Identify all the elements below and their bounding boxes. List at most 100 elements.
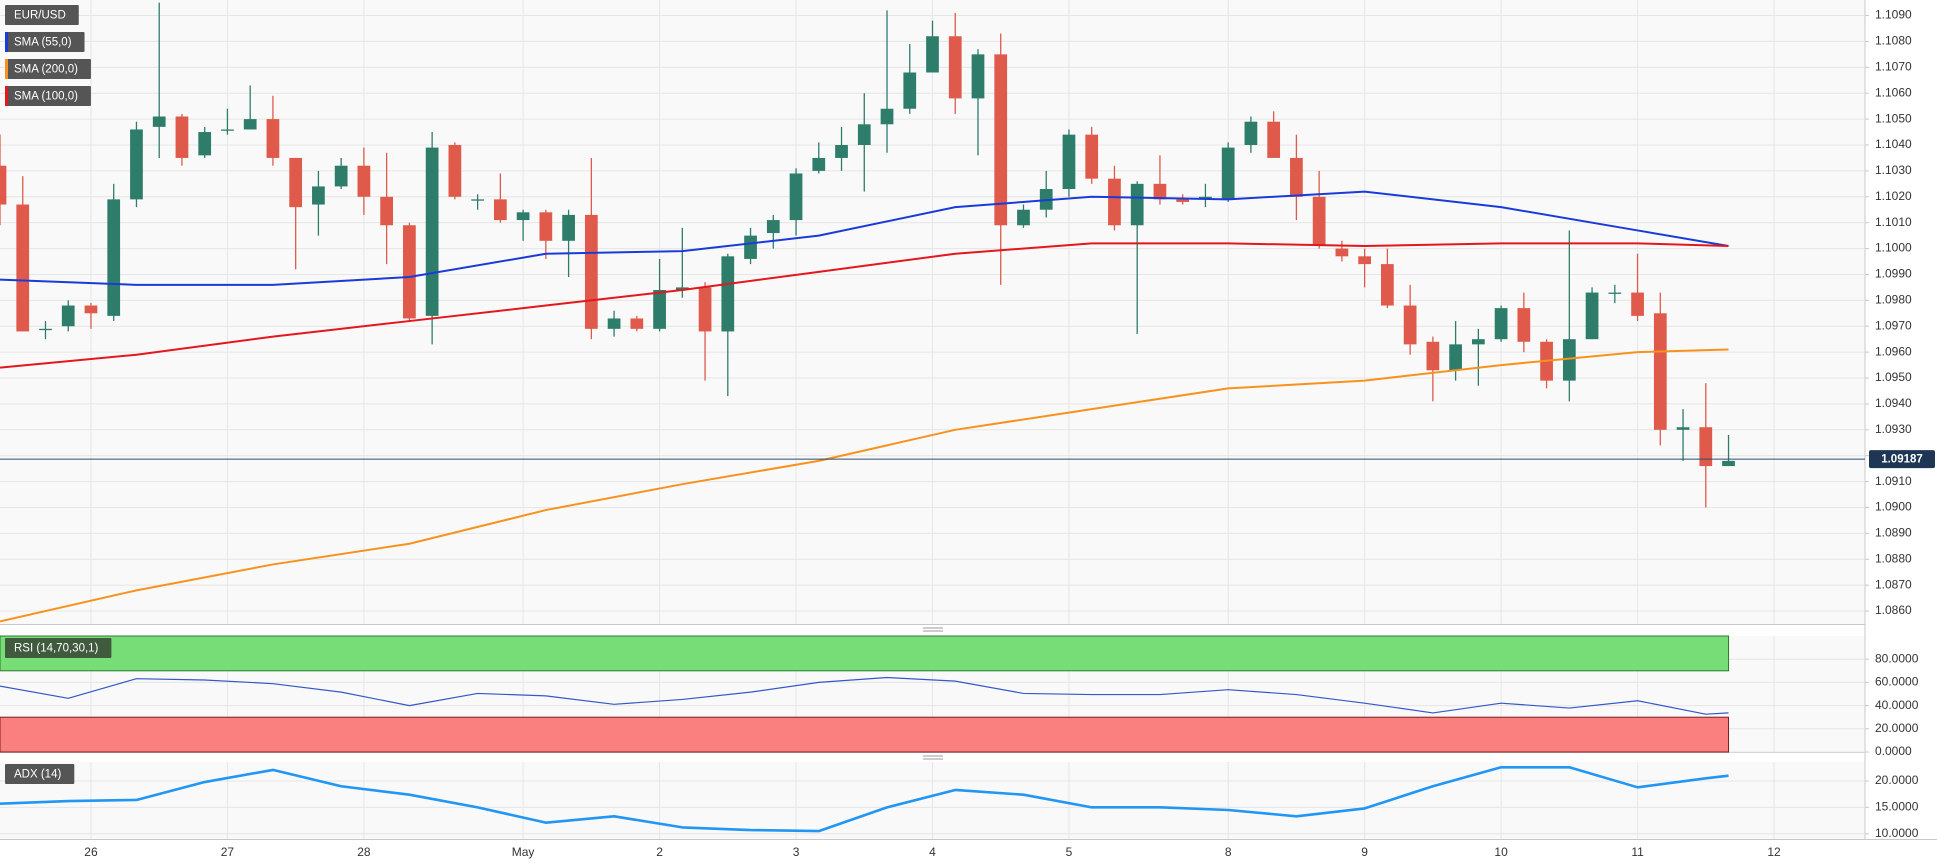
- candle-body: [857, 124, 871, 145]
- indicator-label[interactable]: SMA (55,0): [5, 32, 85, 52]
- candle-body: [1449, 344, 1462, 371]
- candle-body: [1653, 313, 1667, 430]
- candle-body: [198, 132, 212, 156]
- y-tick-label: 60.0000: [1875, 675, 1919, 689]
- overlay: 1.0860 1.0870 1.0880 1.0890 1.0900 1.0910 1.09…: [5, 5, 1935, 859]
- candle-body: [630, 318, 644, 329]
- candle-body: [471, 199, 484, 201]
- y-tick-label: 1.0960: [1875, 344, 1912, 358]
- candle-body: [880, 108, 894, 125]
- indicator-label[interactable]: SMA (200,0): [5, 59, 91, 79]
- y-tick-label: 1.1070: [1875, 59, 1912, 73]
- y-tick-label: 1.1080: [1875, 34, 1912, 48]
- x-tick-label: 11: [1631, 845, 1644, 859]
- candle-body: [380, 196, 394, 226]
- oversold-zone: [0, 716, 1730, 753]
- candle-body: [812, 157, 826, 171]
- candle-body: [1676, 427, 1690, 430]
- candle-body: [334, 165, 348, 187]
- label-box: [5, 764, 75, 784]
- candle-body: [1608, 292, 1622, 294]
- x-tick-label: 9: [1361, 845, 1368, 859]
- candle-body: [1017, 209, 1030, 226]
- y-tick-label: 20.0000: [1875, 721, 1919, 735]
- y-tick-label: 1.0990: [1875, 267, 1912, 281]
- candle-body: [516, 212, 530, 221]
- candle-body: [403, 225, 416, 319]
- y-tick-label: 1.0950: [1875, 370, 1912, 384]
- candle-body: [698, 287, 712, 332]
- panel-handle[interactable]: [923, 755, 943, 760]
- candle-body: [903, 72, 917, 109]
- y-tick-label: 1.1060: [1875, 85, 1912, 99]
- candle-body: [1631, 292, 1644, 316]
- candle-body: [1085, 134, 1099, 179]
- x-tick-label: 12: [1767, 845, 1781, 859]
- candle-body: [607, 318, 621, 329]
- y-tick-label: 15.0000: [1875, 800, 1919, 814]
- candle-body: [266, 119, 280, 158]
- x-tick-label: 3: [793, 845, 800, 859]
- candle-body: [1722, 460, 1735, 467]
- x-tick-label: 10: [1494, 845, 1508, 859]
- overbought-zone: [0, 635, 1730, 672]
- x-tick-label: 26: [84, 845, 98, 859]
- candle-body: [926, 36, 939, 73]
- label-color: [5, 32, 8, 52]
- candle-body: [1403, 305, 1417, 345]
- x-tick-label: 27: [221, 845, 235, 859]
- y-tick-label: 1.1050: [1875, 111, 1912, 125]
- candle-body: [152, 116, 166, 127]
- sma-line: [0, 348, 1729, 623]
- label-text: RSI (14,70,30,1): [14, 643, 99, 655]
- candle-body: [289, 157, 303, 208]
- candle-body: [448, 144, 462, 197]
- label-box: [5, 5, 79, 25]
- y-tick-label: 40.0000: [1875, 698, 1919, 712]
- label-text: SMA (100,0): [14, 91, 78, 103]
- indicator-label[interactable]: SMA (100,0): [5, 86, 91, 106]
- candle-body: [562, 214, 575, 241]
- indicator-label[interactable]: ADX (14): [5, 764, 75, 784]
- panel-handle[interactable]: [923, 627, 943, 632]
- candle-body: [721, 256, 735, 332]
- candle-body: [1517, 308, 1531, 342]
- candle-body: [39, 328, 52, 331]
- candle-body: [1221, 147, 1235, 200]
- x-tick-label: 4: [929, 845, 936, 859]
- candle-body: [1335, 248, 1349, 257]
- candle-body: [1381, 264, 1394, 306]
- candle-body: [584, 214, 598, 329]
- y-tick-label: 1.0860: [1875, 603, 1912, 617]
- y-tick-label: 80.0000: [1875, 651, 1919, 665]
- candle-body: [539, 212, 553, 241]
- label-box: [5, 59, 91, 79]
- y-tick-label: 1.0880: [1875, 551, 1912, 565]
- candle-body: [221, 129, 234, 131]
- y-tick-label: 0.0000: [1875, 744, 1912, 758]
- candle-body: [243, 119, 257, 130]
- indicator-label[interactable]: RSI (14,70,30,1): [5, 638, 112, 658]
- candle-body: [835, 144, 848, 158]
- sma-line: [0, 190, 1729, 286]
- candle-body: [1494, 308, 1508, 340]
- indicator-line: [0, 765, 1729, 833]
- last-price-tag: [1869, 450, 1935, 469]
- candle-body: [425, 147, 439, 316]
- y-tick-label: 1.1020: [1875, 189, 1912, 203]
- y-tick-label: 10.0000: [1875, 826, 1919, 840]
- indicator-label[interactable]: EUR/USD: [5, 5, 79, 25]
- label-color: [5, 59, 8, 79]
- candle-body: [312, 186, 325, 205]
- y-tick-label: 1.0890: [1875, 526, 1912, 540]
- candle-body: [61, 305, 75, 327]
- x-tick-label: 2: [656, 845, 663, 859]
- y-tick-label: 1.1090: [1875, 8, 1912, 22]
- label-text: SMA (55,0): [14, 37, 72, 49]
- candle-body: [789, 173, 803, 221]
- x-tick-label: 5: [1066, 845, 1073, 859]
- y-tick-label: 20.0000: [1875, 773, 1919, 787]
- candle-body: [357, 165, 371, 197]
